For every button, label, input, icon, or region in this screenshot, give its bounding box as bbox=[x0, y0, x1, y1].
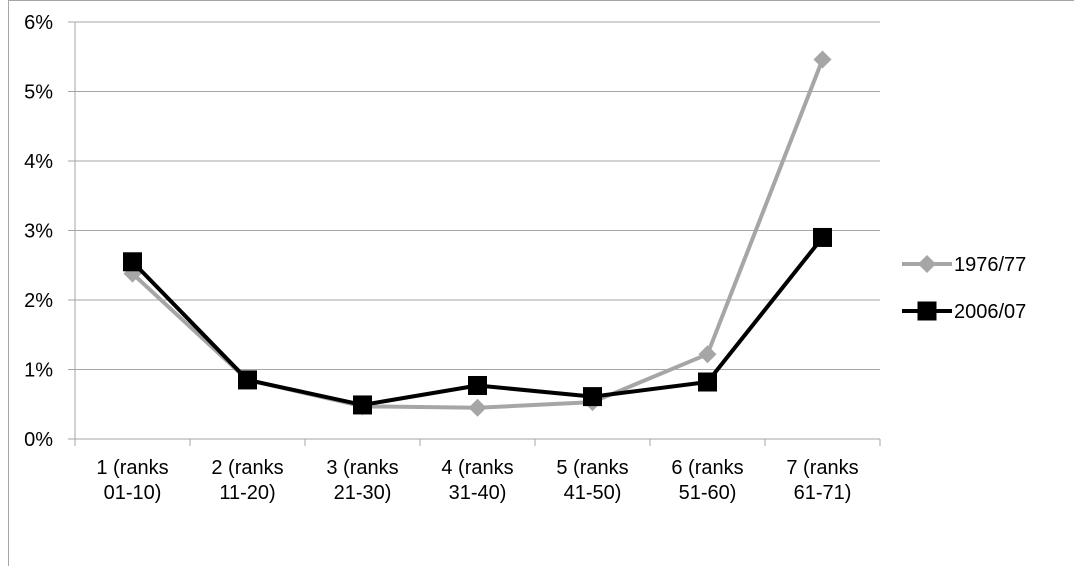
y-tick-label: 5% bbox=[24, 82, 53, 104]
y-tick-label: 4% bbox=[24, 151, 53, 173]
legend-item: 1976/77 bbox=[902, 254, 1026, 276]
data-point bbox=[813, 50, 832, 69]
data-point bbox=[698, 345, 717, 364]
x-tick-label: 5 (ranks 41-50) bbox=[556, 457, 628, 504]
x-tick-label: 4 (ranks 31-40) bbox=[441, 457, 513, 504]
legend-marker bbox=[918, 255, 936, 273]
y-tick-label: 3% bbox=[24, 221, 53, 243]
data-point bbox=[813, 227, 832, 247]
legend-marker bbox=[917, 301, 937, 321]
grid-lines bbox=[75, 21, 880, 370]
data-point bbox=[238, 370, 257, 390]
legend-label: 1976/77 bbox=[954, 254, 1026, 276]
y-tick-label: 6% bbox=[24, 12, 53, 34]
x-tick-label: 3 (ranks 21-30) bbox=[326, 457, 398, 504]
legend-label: 2006/07 bbox=[954, 301, 1026, 323]
chart-frame bbox=[8, 0, 1074, 566]
legend-item: 2006/07 bbox=[902, 301, 1026, 323]
data-point bbox=[698, 372, 717, 392]
axes bbox=[68, 21, 881, 446]
data-point bbox=[353, 395, 372, 415]
x-tick-label: 6 (ranks 51-60) bbox=[671, 457, 743, 504]
data-point bbox=[468, 398, 487, 417]
y-axis-tick-labels: 0% 1% 2% 3% 4% 5% 6% bbox=[24, 12, 53, 451]
data-point bbox=[583, 387, 602, 407]
series-group bbox=[123, 50, 832, 417]
data-point bbox=[468, 375, 487, 395]
x-axis-tick-labels: 1 (ranks 01-10) 2 (ranks 11-20) 3 (ranks 21-3… bbox=[96, 457, 858, 504]
y-tick-label: 1% bbox=[24, 360, 53, 382]
x-tick-label: 1 (ranks 01-10) bbox=[96, 457, 168, 504]
x-tick-label: 7 (ranks 61-71) bbox=[786, 457, 858, 504]
data-point bbox=[123, 252, 142, 272]
x-tick-label: 2 (ranks 11-20) bbox=[211, 457, 283, 504]
y-tick-label: 2% bbox=[24, 290, 53, 312]
series-line bbox=[131, 58, 825, 410]
y-tick-label: 0% bbox=[24, 429, 53, 451]
series-2006-07 bbox=[123, 227, 832, 415]
legend: 1976/77 2006/07 bbox=[902, 254, 1026, 323]
